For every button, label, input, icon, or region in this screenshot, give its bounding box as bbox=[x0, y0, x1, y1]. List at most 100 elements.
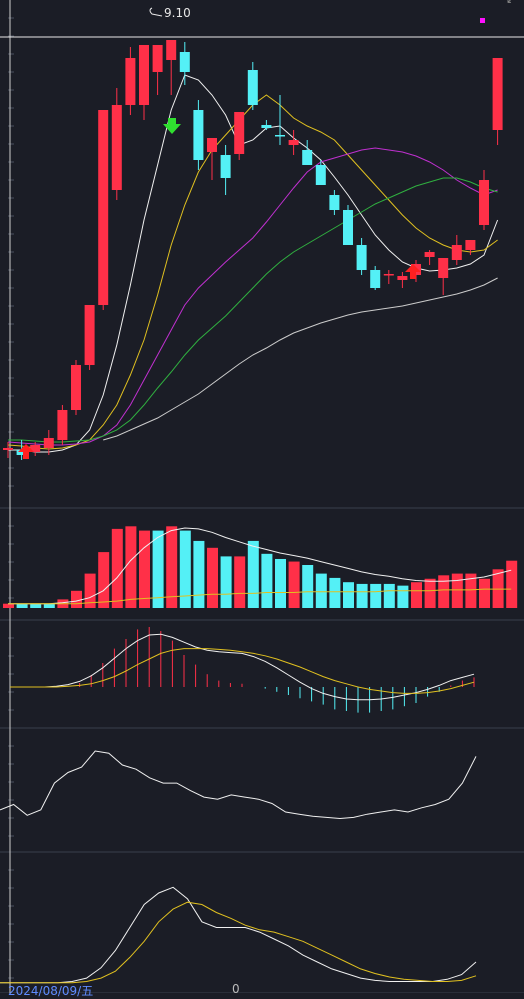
candle-up bbox=[166, 40, 177, 60]
candle-down bbox=[370, 270, 381, 288]
buy-signal-icon bbox=[163, 118, 181, 134]
candle-up bbox=[234, 112, 245, 154]
volume-bar bbox=[139, 530, 150, 608]
volume-bar bbox=[465, 573, 477, 608]
volume-bar bbox=[234, 556, 246, 608]
candle-down bbox=[343, 210, 353, 245]
ma-line-white bbox=[8, 74, 499, 453]
volume-bar bbox=[207, 547, 218, 608]
candle-down bbox=[220, 155, 231, 178]
volume-bar bbox=[329, 577, 341, 608]
volume-bar bbox=[438, 575, 450, 608]
candle-up bbox=[43, 438, 54, 448]
volume-bar bbox=[451, 573, 463, 608]
price-panel[interactable] bbox=[3, 40, 503, 460]
volume-bar bbox=[43, 603, 55, 608]
volume-bar bbox=[125, 526, 137, 608]
volume-bar bbox=[397, 585, 409, 608]
volume-bar bbox=[261, 553, 273, 608]
candle-up bbox=[3, 448, 13, 450]
candle-up bbox=[125, 58, 136, 105]
sell-signal-icon bbox=[18, 444, 34, 459]
high-pointer-icon bbox=[149, 7, 163, 17]
candle-up bbox=[139, 45, 149, 105]
volume-bar bbox=[370, 583, 382, 608]
candle-up bbox=[465, 240, 476, 250]
candle-up bbox=[30, 445, 41, 452]
volume-bar bbox=[179, 530, 191, 608]
volume-bar bbox=[343, 582, 354, 608]
corner-arrow-icon[interactable]: ↙ bbox=[506, 0, 515, 6]
volume-bar bbox=[506, 560, 518, 608]
axis-zero-label: 0 bbox=[232, 982, 240, 996]
candle-up bbox=[111, 105, 122, 190]
ma-line-gray bbox=[103, 277, 498, 441]
volume-bar bbox=[356, 583, 368, 608]
candle-down bbox=[302, 150, 313, 165]
candle-up bbox=[424, 252, 435, 257]
volume-ma-white bbox=[8, 527, 512, 605]
macd-panel[interactable] bbox=[10, 627, 475, 713]
candle-up bbox=[438, 258, 449, 278]
candle-up bbox=[383, 274, 394, 276]
candle-down bbox=[247, 70, 258, 105]
kd-line-white bbox=[0, 886, 477, 984]
volume-bar bbox=[302, 565, 314, 608]
volume-bar bbox=[411, 582, 422, 608]
kd-panel[interactable] bbox=[0, 886, 477, 984]
candle-up bbox=[207, 138, 217, 152]
candle-up bbox=[479, 180, 489, 225]
volume-bar bbox=[479, 578, 490, 608]
volume-panel[interactable] bbox=[3, 526, 518, 608]
volume-bar bbox=[84, 573, 96, 608]
candle-up bbox=[98, 110, 109, 305]
candle-down bbox=[193, 110, 204, 160]
candle-up bbox=[492, 58, 503, 130]
volume-bar bbox=[111, 528, 123, 608]
candle-up bbox=[397, 276, 408, 280]
volume-bar bbox=[16, 603, 28, 608]
candle-down bbox=[261, 125, 272, 128]
candle-down bbox=[329, 195, 340, 210]
candle-down bbox=[16, 450, 27, 455]
volume-bar bbox=[424, 578, 436, 608]
candle-down bbox=[356, 245, 367, 270]
crosshair-overlay bbox=[0, 7, 524, 38]
volume-bar bbox=[98, 552, 110, 608]
indicator-marker bbox=[480, 18, 485, 23]
candle-down bbox=[275, 135, 285, 137]
volume-ma-yellow bbox=[8, 588, 512, 605]
oscillator-line bbox=[0, 750, 477, 820]
volume-bar bbox=[220, 556, 232, 608]
volume-bar bbox=[288, 561, 300, 608]
candle-up bbox=[71, 365, 81, 410]
volume-bar bbox=[71, 590, 82, 608]
volume-bar bbox=[383, 583, 395, 608]
candle-up bbox=[57, 410, 68, 440]
volume-bar bbox=[315, 573, 327, 608]
ma-line-magenta bbox=[7, 147, 498, 446]
date-label: 2024/08/09/五 bbox=[8, 984, 94, 998]
macd-dif-line bbox=[10, 633, 475, 701]
volume-bar bbox=[3, 603, 14, 608]
candle-down bbox=[315, 165, 326, 185]
candle-up bbox=[288, 140, 299, 145]
oscillator-panel[interactable] bbox=[0, 750, 477, 820]
volume-bar bbox=[152, 530, 164, 608]
kd-line-yellow bbox=[0, 901, 477, 984]
candle-down bbox=[179, 52, 190, 72]
candle-up bbox=[451, 245, 462, 260]
volume-bar bbox=[275, 558, 286, 608]
ma-line-yellow bbox=[7, 94, 498, 450]
volume-bar bbox=[193, 540, 205, 608]
volume-bar bbox=[247, 540, 259, 608]
sell-signal-icon bbox=[405, 264, 421, 279]
candle-up bbox=[84, 305, 95, 365]
candle-up bbox=[152, 45, 163, 72]
volume-bar bbox=[166, 526, 178, 608]
ma-line-green bbox=[8, 177, 498, 443]
volume-bar bbox=[30, 603, 42, 608]
high-price-label: 9.10 bbox=[164, 6, 191, 20]
